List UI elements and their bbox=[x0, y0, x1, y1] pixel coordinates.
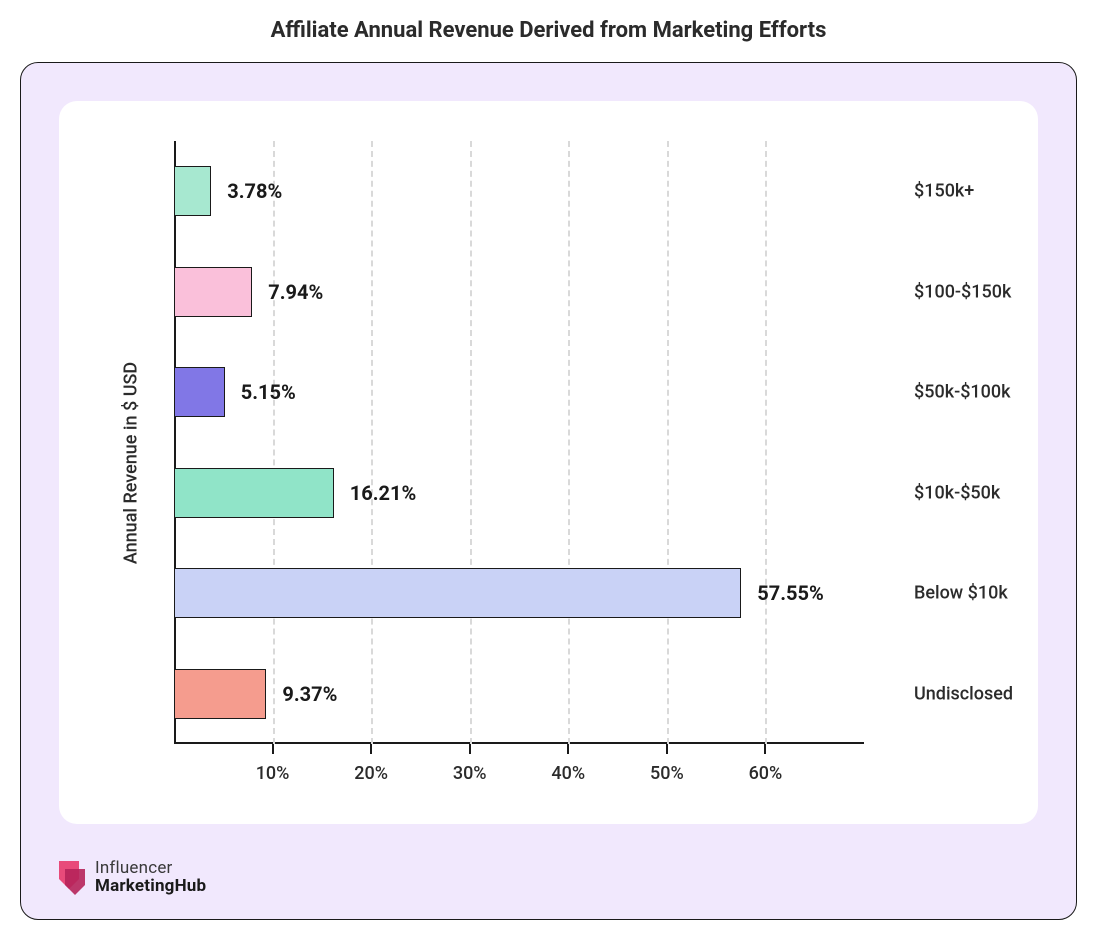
category-label: $150k+ bbox=[914, 181, 974, 202]
x-tick-mark bbox=[764, 744, 766, 754]
bar bbox=[174, 166, 211, 216]
chart-card: Annual Revenue in $ USD 10%20%30%40%50%6… bbox=[59, 101, 1038, 824]
brand-icon bbox=[59, 861, 87, 895]
chart-container: Affiliate Annual Revenue Derived from Ma… bbox=[0, 0, 1097, 938]
brand-logo: Influencer MarketingHub bbox=[59, 860, 206, 896]
x-tick-label: 40% bbox=[551, 763, 585, 784]
bar-value-label: 16.21% bbox=[350, 481, 416, 505]
bar-value-label: 9.37% bbox=[282, 682, 337, 706]
grid-line bbox=[765, 141, 767, 744]
bar bbox=[174, 568, 741, 618]
bar bbox=[174, 468, 334, 518]
x-tick-label: 30% bbox=[453, 763, 487, 784]
x-tick-label: 20% bbox=[354, 763, 388, 784]
category-label: Below $10k bbox=[914, 583, 1008, 604]
x-tick-mark bbox=[370, 744, 372, 754]
grid-line bbox=[568, 141, 570, 744]
bar-value-label: 3.78% bbox=[227, 179, 282, 203]
category-label: Undisclosed bbox=[914, 683, 1013, 704]
x-tick-label: 10% bbox=[256, 763, 290, 784]
x-tick-mark bbox=[666, 744, 668, 754]
bar-value-label: 7.94% bbox=[268, 280, 323, 304]
y-axis-title: Annual Revenue in $ USD bbox=[121, 361, 142, 563]
x-axis-line bbox=[174, 742, 864, 744]
plot-area: 10%20%30%40%50%60%3.78%$150k+7.94%$100-$… bbox=[174, 141, 864, 744]
bar bbox=[174, 367, 225, 417]
bar bbox=[174, 267, 252, 317]
x-tick-mark bbox=[567, 744, 569, 754]
grid-line bbox=[470, 141, 472, 744]
chart-title: Affiliate Annual Revenue Derived from Ma… bbox=[0, 0, 1097, 53]
brand-line2: MarketingHub bbox=[95, 878, 206, 896]
x-tick-label: 60% bbox=[749, 763, 783, 784]
bar-value-label: 57.55% bbox=[757, 581, 823, 605]
bar-value-label: 5.15% bbox=[241, 380, 296, 404]
grid-line bbox=[667, 141, 669, 744]
x-tick-mark bbox=[469, 744, 471, 754]
bar bbox=[174, 669, 266, 719]
x-tick-mark bbox=[272, 744, 274, 754]
chart-panel: Annual Revenue in $ USD 10%20%30%40%50%6… bbox=[20, 62, 1077, 920]
brand-text: Influencer MarketingHub bbox=[95, 860, 206, 896]
category-label: $100-$150k bbox=[914, 281, 1011, 302]
category-label: $10k-$50k bbox=[914, 482, 1000, 503]
category-label: $50k-$100k bbox=[914, 382, 1011, 403]
y-axis-line bbox=[174, 141, 176, 744]
x-tick-label: 50% bbox=[650, 763, 684, 784]
grid-line bbox=[371, 141, 373, 744]
grid-line bbox=[273, 141, 275, 744]
